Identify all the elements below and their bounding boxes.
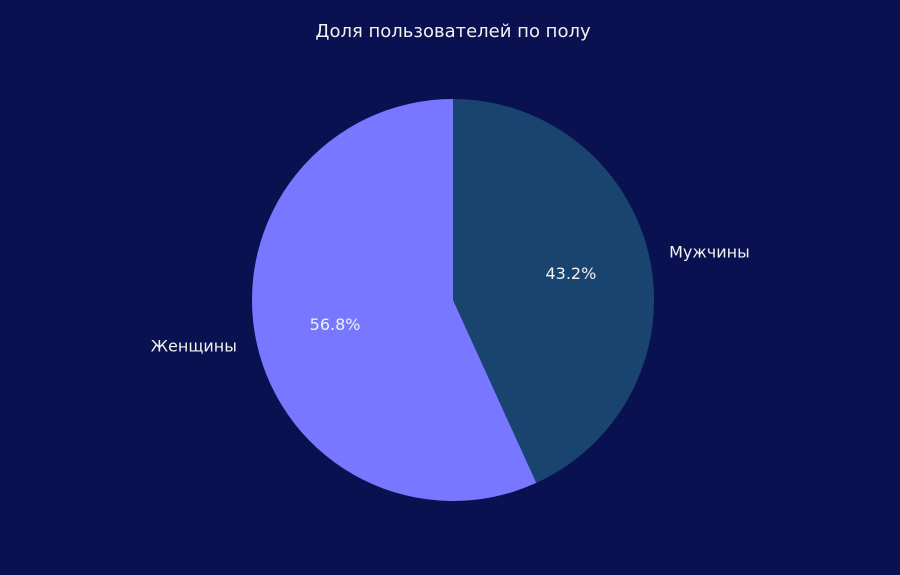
slice-category-label: Мужчины <box>669 243 750 262</box>
pie-slice <box>251 99 537 501</box>
pie-slices <box>251 99 654 501</box>
pie-slice <box>453 99 654 483</box>
pie-labels: 43.2% Мужчины 56.8% Женщины <box>151 243 750 356</box>
slice-percent-label: 43.2% <box>545 264 596 283</box>
slice-percent-label: 56.8% <box>310 315 361 334</box>
slice-category-label: Женщины <box>151 336 237 355</box>
chart-title: Доля пользователей по полу <box>315 21 591 42</box>
